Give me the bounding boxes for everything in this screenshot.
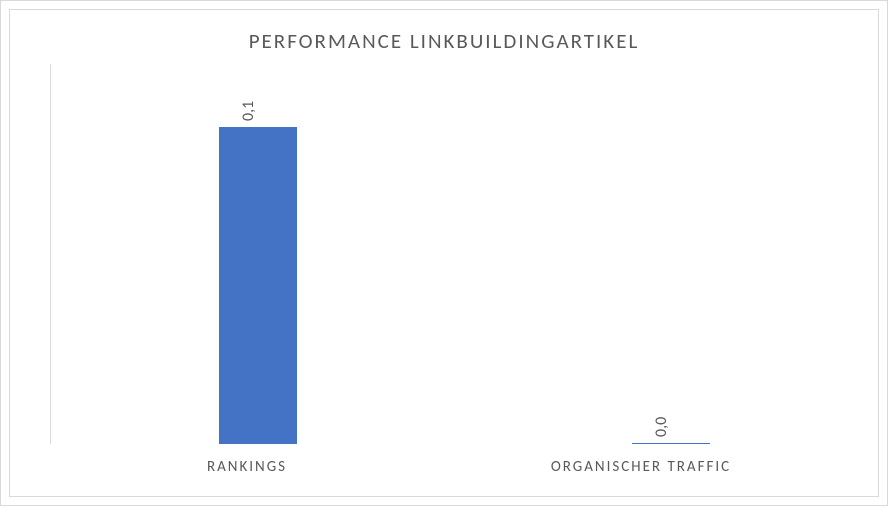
chart-outer-frame: PERFORMANCE LINKBUILDINGARTIKEL 0,1 0,0 … [0, 0, 888, 506]
bar-rankings [219, 127, 297, 444]
chart-inner-frame: PERFORMANCE LINKBUILDINGARTIKEL 0,1 0,0 … [9, 9, 879, 497]
bar-value-label: 0,1 [239, 101, 258, 121]
chart-title: PERFORMANCE LINKBUILDINGARTIKEL [30, 28, 858, 54]
bar-slot-traffic: 0,0 [465, 64, 879, 444]
bar-value-label: 0,0 [652, 417, 671, 437]
x-axis-label: RANKINGS [50, 458, 444, 476]
bar-slot-rankings: 0,1 [51, 64, 465, 444]
chart-plot-area: 0,1 0,0 [50, 64, 878, 444]
chart-x-axis: RANKINGS ORGANISCHER TRAFFIC [50, 458, 838, 476]
bar-traffic [632, 443, 710, 444]
x-axis-label: ORGANISCHER TRAFFIC [444, 458, 838, 476]
